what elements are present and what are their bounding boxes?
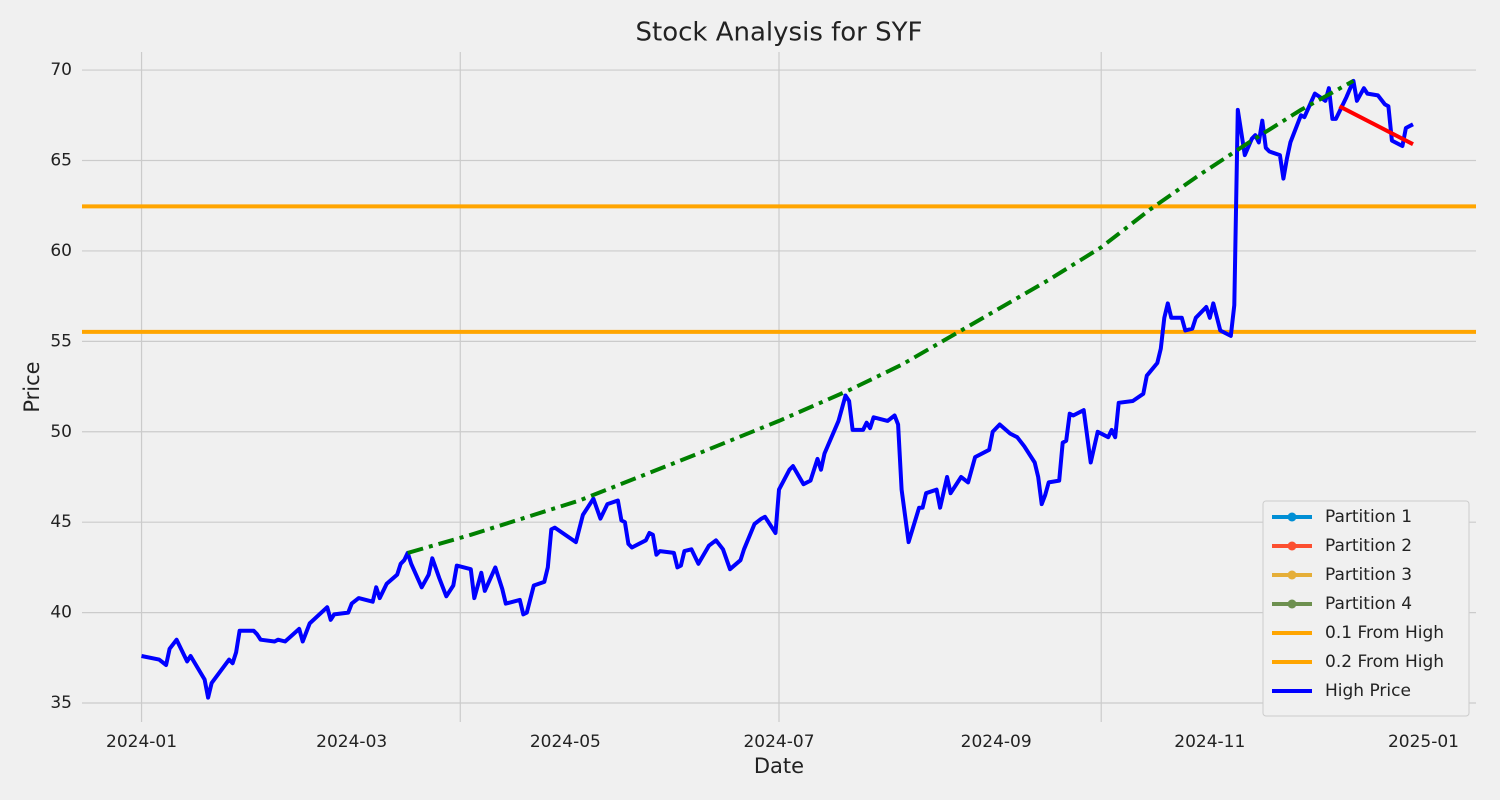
legend-label: Partition 3 — [1325, 565, 1412, 585]
price-line — [141, 78, 1414, 700]
y-tick-label: 60 — [50, 241, 72, 261]
x-tick-label: 2024-03 — [316, 732, 387, 752]
x-tick-label: 2024-11 — [1174, 732, 1245, 752]
y-axis-label: Price — [20, 361, 44, 412]
x-tick-label: 2024-07 — [743, 732, 814, 752]
trend-line — [1338, 104, 1414, 146]
y-tick-label: 70 — [50, 60, 72, 80]
y-tick-label: 40 — [50, 603, 72, 623]
y-tick-label: 45 — [50, 512, 72, 532]
y-tick-label: 35 — [50, 693, 72, 713]
legend-marker — [1287, 512, 1297, 522]
legend-marker — [1287, 541, 1297, 551]
y-tick-label: 55 — [50, 331, 72, 351]
legend-label: High Price — [1325, 681, 1411, 701]
legend-marker — [1287, 599, 1297, 609]
x-tick-label: 2024-05 — [530, 732, 601, 752]
legend-label: Partition 2 — [1325, 536, 1412, 556]
legend-box — [1262, 500, 1470, 717]
legend-label: Partition 1 — [1325, 507, 1412, 527]
x-tick-label: 2025-01 — [1388, 732, 1459, 752]
legend-label: Partition 4 — [1325, 594, 1412, 614]
x-axis-label: Date — [754, 754, 804, 778]
legend-marker — [1287, 570, 1297, 580]
x-tick-label: 2024-09 — [961, 732, 1032, 752]
x-tick-label: 2024-01 — [106, 732, 177, 752]
legend-label: 0.1 From High — [1325, 623, 1444, 643]
chart-title: Stock Analysis for SYF — [636, 18, 923, 48]
legend: Partition 1 Partition 2 Partition 3 Partiti… — [1262, 500, 1470, 717]
y-tick-label: 50 — [50, 422, 72, 442]
y-tick-label: 65 — [50, 151, 72, 171]
legend-label: 0.2 From High — [1325, 652, 1444, 672]
